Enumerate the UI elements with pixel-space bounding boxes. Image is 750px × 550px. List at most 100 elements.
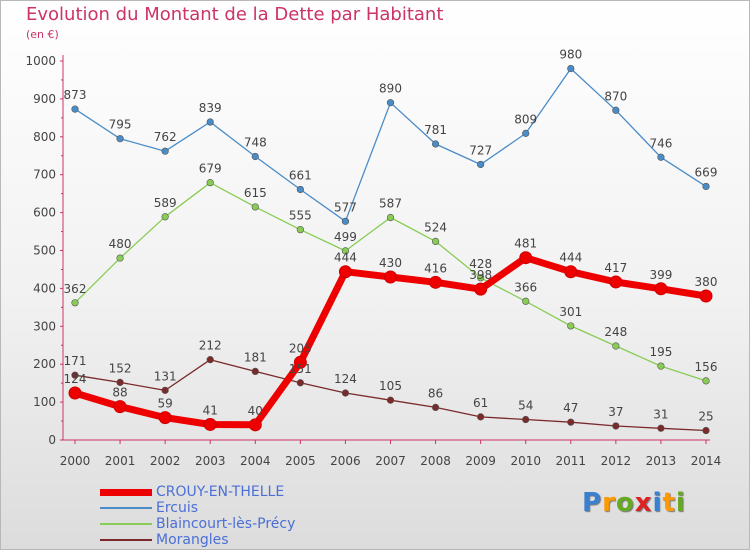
data-point-0 bbox=[654, 282, 668, 296]
x-tick-label: 2006 bbox=[330, 454, 361, 468]
data-label-1: 890 bbox=[379, 82, 402, 96]
data-label-3: 105 bbox=[379, 379, 402, 393]
legend-item-morangles: Morangles bbox=[100, 532, 295, 548]
data-label-0: 380 bbox=[695, 275, 718, 289]
data-label-2: 499 bbox=[334, 230, 357, 244]
data-point-3 bbox=[296, 379, 304, 387]
chart-subtitle: (en €) bbox=[26, 28, 59, 41]
data-point-3 bbox=[251, 367, 259, 376]
data-point-0 bbox=[699, 289, 713, 303]
y-tick-label: 1000 bbox=[25, 54, 56, 68]
legend-item-blaincourt: Blaincourt-lès-Précy bbox=[100, 516, 295, 532]
data-label-1: 669 bbox=[695, 165, 718, 179]
data-point-0 bbox=[203, 417, 217, 431]
data-point-1 bbox=[612, 106, 620, 114]
data-label-3: 31 bbox=[653, 407, 668, 421]
data-point-2 bbox=[251, 203, 259, 211]
x-tick-label: 2008 bbox=[420, 454, 451, 468]
data-point-2 bbox=[522, 297, 530, 305]
legend-item-ercuis: Ercuis bbox=[100, 500, 295, 516]
data-point-0 bbox=[609, 275, 623, 289]
x-tick-label: 2014 bbox=[691, 454, 722, 468]
data-point-3 bbox=[71, 371, 79, 379]
x-tick-label: 2007 bbox=[375, 454, 406, 468]
data-label-3: 124 bbox=[334, 372, 357, 386]
data-label-2: 248 bbox=[604, 325, 627, 339]
data-point-2 bbox=[206, 179, 214, 187]
data-label-1: 980 bbox=[559, 48, 582, 62]
data-point-3 bbox=[116, 378, 124, 386]
data-label-1: 727 bbox=[469, 143, 492, 157]
legend-label-blaincourt: Blaincourt-lès-Précy bbox=[156, 516, 296, 532]
logo-letter: t bbox=[662, 488, 676, 518]
legend-swatch-crouy bbox=[100, 488, 152, 496]
y-tick-label: 300 bbox=[33, 319, 56, 333]
data-label-3: 152 bbox=[109, 361, 132, 375]
data-label-0: 124 bbox=[64, 372, 87, 386]
data-label-2: 615 bbox=[244, 186, 267, 200]
data-label-1: 762 bbox=[154, 130, 177, 144]
data-label-3: 47 bbox=[563, 401, 578, 415]
data-label-0: 205 bbox=[289, 341, 312, 355]
legend-swatch-ercuis bbox=[100, 507, 152, 509]
y-tick-label: 900 bbox=[33, 92, 56, 106]
data-point-3 bbox=[206, 356, 214, 364]
data-label-2: 589 bbox=[154, 196, 177, 210]
y-tick-label: 500 bbox=[33, 244, 56, 258]
data-point-3 bbox=[431, 403, 440, 412]
proxiti-logo: Proxiti bbox=[582, 488, 686, 518]
data-label-1: 870 bbox=[604, 89, 627, 103]
data-point-0 bbox=[68, 386, 82, 400]
data-label-1: 746 bbox=[649, 136, 672, 150]
data-point-2 bbox=[702, 377, 710, 385]
data-point-1 bbox=[386, 99, 395, 107]
x-tick-label: 2004 bbox=[240, 454, 271, 468]
data-point-0 bbox=[113, 400, 127, 414]
data-point-1 bbox=[522, 129, 530, 137]
data-label-1: 781 bbox=[424, 123, 447, 137]
data-label-2: 195 bbox=[649, 345, 672, 359]
data-label-3: 151 bbox=[289, 362, 312, 376]
data-point-1 bbox=[71, 105, 79, 113]
data-label-0: 41 bbox=[203, 403, 218, 417]
data-label-2: 555 bbox=[289, 209, 312, 223]
legend-label-ercuis: Ercuis bbox=[156, 500, 199, 516]
data-point-1 bbox=[251, 152, 259, 161]
legend-label-morangles: Morangles bbox=[156, 532, 229, 548]
data-point-0 bbox=[429, 275, 443, 289]
data-point-1 bbox=[341, 217, 350, 225]
data-point-2 bbox=[477, 274, 485, 282]
data-point-2 bbox=[612, 342, 620, 350]
data-point-1 bbox=[477, 160, 485, 169]
data-label-0: 399 bbox=[649, 268, 672, 282]
data-label-0: 416 bbox=[424, 261, 447, 275]
data-point-1 bbox=[431, 140, 440, 148]
data-label-2: 362 bbox=[64, 282, 87, 296]
legend: CROUY-EN-THELLE Ercuis Blaincourt-lès-Pr… bbox=[100, 484, 295, 548]
logo-letter: P bbox=[582, 488, 603, 518]
data-point-0 bbox=[384, 270, 397, 284]
data-point-2 bbox=[341, 247, 350, 255]
y-tick-label: 200 bbox=[33, 357, 56, 371]
data-label-1: 839 bbox=[199, 101, 222, 115]
data-label-1: 748 bbox=[244, 136, 267, 150]
data-point-3 bbox=[386, 396, 395, 404]
data-point-2 bbox=[296, 226, 304, 234]
data-label-0: 444 bbox=[334, 251, 357, 265]
x-tick-label: 2003 bbox=[195, 454, 226, 468]
x-tick-label: 2009 bbox=[465, 454, 496, 468]
y-tick-label: 0 bbox=[48, 433, 56, 447]
data-point-1 bbox=[206, 118, 214, 126]
logo-letter: o bbox=[615, 488, 635, 518]
logo-letter: i bbox=[675, 488, 686, 518]
y-tick-label: 100 bbox=[33, 395, 56, 409]
x-tick-label: 2001 bbox=[105, 454, 136, 468]
data-point-3 bbox=[161, 386, 169, 394]
logo-letter: r bbox=[602, 488, 616, 518]
data-label-1: 577 bbox=[334, 200, 357, 214]
data-label-0: 481 bbox=[514, 237, 537, 251]
data-point-1 bbox=[567, 64, 575, 73]
x-tick-label: 2002 bbox=[150, 454, 181, 468]
x-tick-label: 2011 bbox=[556, 454, 587, 468]
